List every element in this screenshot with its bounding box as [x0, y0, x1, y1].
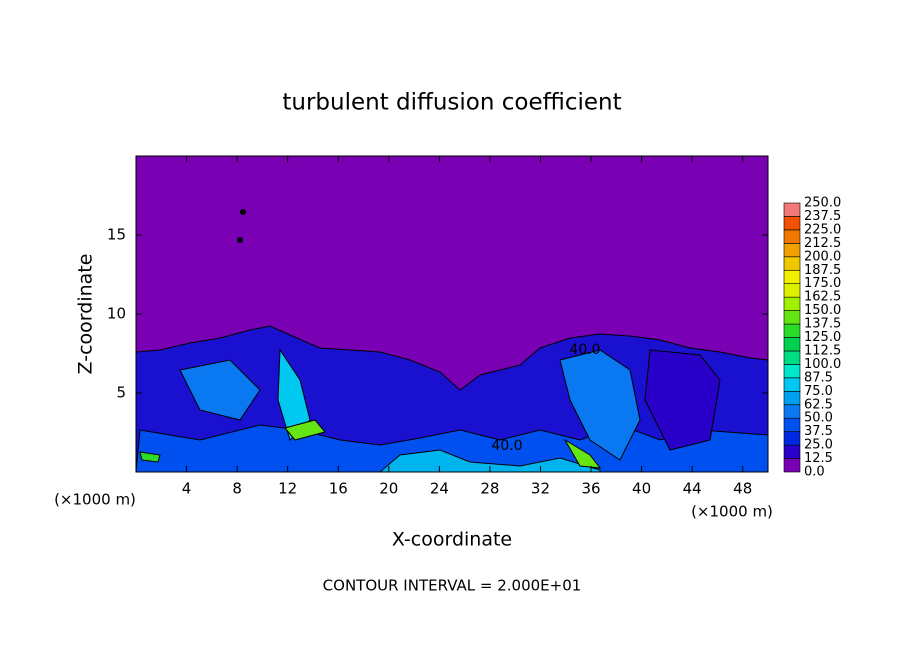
field-region: [179, 359, 261, 421]
field-region: [378, 449, 601, 473]
colorbar-swatch: [783, 431, 801, 446]
colorbar-label: 237.5: [804, 209, 841, 224]
colorbar-swatch: [783, 269, 801, 284]
x-tick-label: 4: [182, 480, 192, 498]
field-region: [284, 419, 326, 441]
y-tick-label: 15: [107, 226, 126, 244]
field: 40.0 40.0: [135, 156, 769, 473]
x-tick-label: 32: [531, 480, 550, 498]
x-tick-label: 24: [430, 480, 449, 498]
y-axis-label: Z-coordinate: [75, 254, 97, 375]
colorbar-label: 37.5: [804, 424, 833, 439]
contour-label: 40.0: [491, 438, 522, 454]
x-tick-label: 48: [733, 480, 752, 498]
colorbar-swatch: [783, 404, 801, 419]
colorbar-label: 87.5: [804, 370, 833, 385]
colorbar-label: 137.5: [804, 317, 841, 332]
colorbar-label: 100.0: [804, 357, 841, 372]
y-tick-label: 10: [107, 305, 126, 323]
colorbar-swatch: [783, 417, 801, 432]
colorbar-label: 0.0: [804, 465, 825, 480]
colorbar-swatch: [783, 444, 801, 459]
colorbar-label: 62.5: [804, 397, 833, 412]
field-spot: [240, 209, 246, 215]
field-region: [139, 451, 161, 463]
y-unit-label: (×1000 m): [54, 491, 136, 509]
x-tick-label: 28: [480, 480, 499, 498]
colorbar-swatch: [783, 364, 801, 379]
colorbar-swatch: [783, 243, 801, 258]
colorbar-label: 25.0: [804, 438, 833, 453]
colorbar-swatch: [783, 216, 801, 231]
colorbar-label: 125.0: [804, 330, 841, 345]
colorbar-label: 50.0: [804, 411, 833, 426]
colorbar-swatch: [783, 283, 801, 298]
colorbar-swatch: [783, 337, 801, 352]
colorbar-label: 162.5: [804, 290, 841, 305]
chart-title: turbulent diffusion coefficient: [282, 90, 621, 116]
colorbar-swatch: [783, 310, 801, 325]
colorbar-label: 112.5: [804, 343, 841, 358]
annotation: CONTOUR INTERVAL = 2.000E+01: [323, 577, 582, 595]
field-region: [563, 438, 602, 469]
colorbar-swatch: [783, 390, 801, 406]
colorbar-label: 150.0: [804, 303, 841, 318]
colorbar-swatch: [783, 377, 801, 392]
colorbar-label: 212.5: [804, 236, 841, 251]
x-unit-label: (×1000 m): [691, 503, 773, 521]
colorbar-label: 200.0: [804, 249, 841, 264]
colorbar-label: 75.0: [804, 384, 833, 399]
x-tick-label: 16: [329, 480, 348, 498]
colorbar-label: 225.0: [804, 222, 841, 237]
x-axis-label: X-coordinate: [392, 529, 512, 551]
colorbar-label: 12.5: [804, 451, 833, 466]
x-tick-label: 44: [683, 480, 702, 498]
colorbar-swatch: [783, 350, 801, 365]
colorbar-label: 175.0: [804, 276, 841, 291]
colorbar-swatch: [783, 229, 801, 244]
x-tick-label: 8: [232, 480, 242, 498]
x-tick-label: 36: [581, 480, 600, 498]
field-region: [559, 349, 641, 461]
colorbar-swatch: [783, 296, 801, 311]
contour-label: 40.0: [569, 342, 600, 358]
x-tick-label: 40: [632, 480, 651, 498]
x-tick-label: 12: [278, 480, 297, 498]
field-spot: [237, 237, 243, 243]
colorbar-swatch: [783, 323, 801, 338]
field-region: [644, 349, 721, 451]
x-tick-label: 20: [379, 480, 398, 498]
colorbar-label: 187.5: [804, 263, 841, 278]
colorbar-swatch: [783, 458, 801, 473]
colorbar-label: 250.0: [804, 196, 841, 211]
colorbar-swatch: [783, 202, 801, 217]
y-tick-label: 5: [116, 384, 126, 402]
colorbar-swatch: [783, 256, 801, 271]
